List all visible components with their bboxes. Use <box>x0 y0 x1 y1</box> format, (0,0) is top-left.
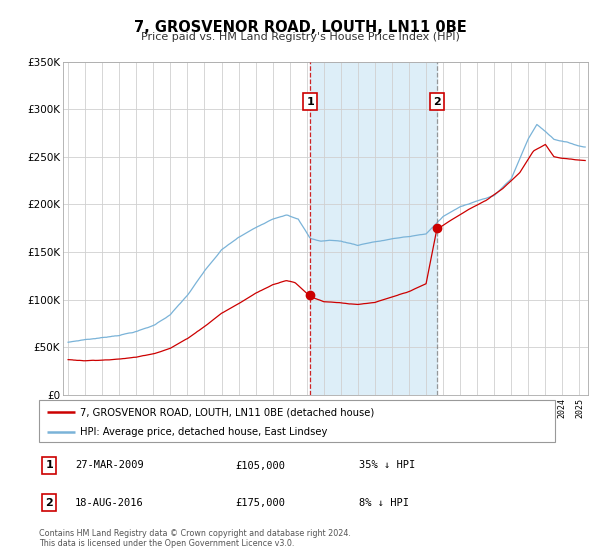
Text: This data is licensed under the Open Government Licence v3.0.: This data is licensed under the Open Gov… <box>39 539 295 548</box>
Text: Price paid vs. HM Land Registry's House Price Index (HPI): Price paid vs. HM Land Registry's House … <box>140 32 460 43</box>
Text: 7, GROSVENOR ROAD, LOUTH, LN11 0BE (detached house): 7, GROSVENOR ROAD, LOUTH, LN11 0BE (deta… <box>80 407 374 417</box>
Text: 7, GROSVENOR ROAD, LOUTH, LN11 0BE: 7, GROSVENOR ROAD, LOUTH, LN11 0BE <box>134 20 466 35</box>
Text: HPI: Average price, detached house, East Lindsey: HPI: Average price, detached house, East… <box>80 427 328 437</box>
Text: 18-AUG-2016: 18-AUG-2016 <box>75 498 144 507</box>
FancyBboxPatch shape <box>39 400 555 442</box>
Text: 27-MAR-2009: 27-MAR-2009 <box>75 460 144 470</box>
Text: 2: 2 <box>46 498 53 507</box>
Bar <box>310 62 437 395</box>
Text: 1: 1 <box>307 96 314 106</box>
Text: 8% ↓ HPI: 8% ↓ HPI <box>359 498 409 507</box>
Text: 35% ↓ HPI: 35% ↓ HPI <box>359 460 415 470</box>
Text: £105,000: £105,000 <box>235 460 285 470</box>
Text: 1: 1 <box>46 460 53 470</box>
Text: £175,000: £175,000 <box>235 498 285 507</box>
Text: 2: 2 <box>433 96 440 106</box>
Text: Contains HM Land Registry data © Crown copyright and database right 2024.: Contains HM Land Registry data © Crown c… <box>39 529 351 538</box>
